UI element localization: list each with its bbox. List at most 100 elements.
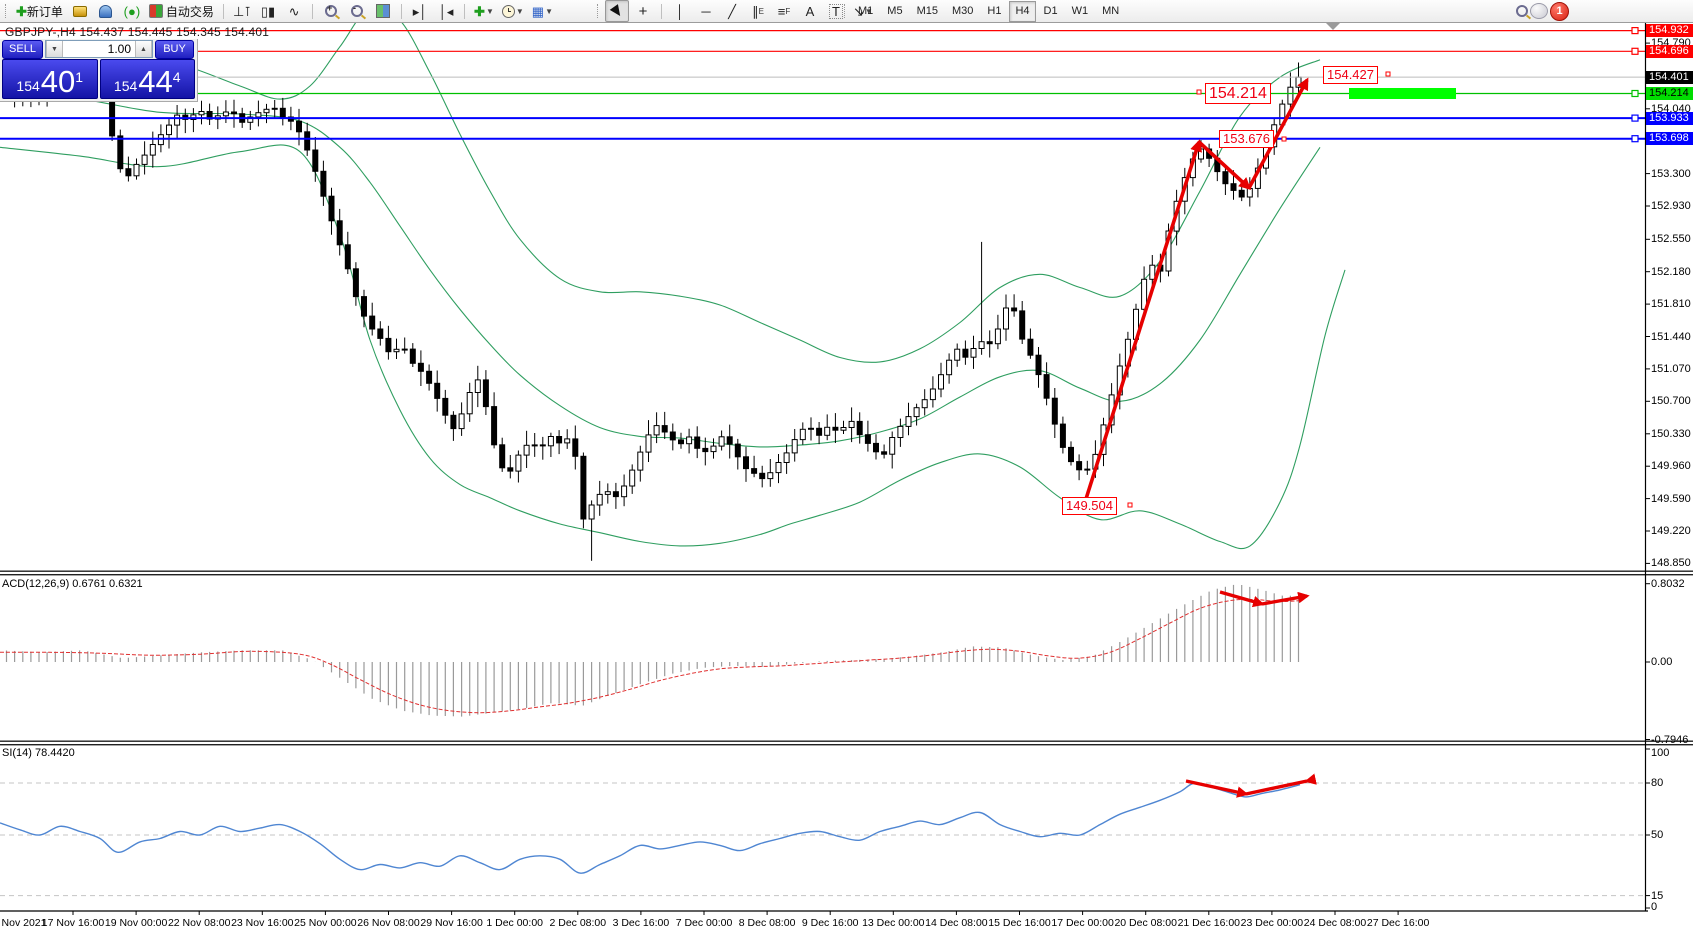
time-axis-label[interactable]: 13 Dec 00:00 [862,917,925,929]
bar-chart-mode-button[interactable]: ⊥⊺ [230,0,254,22]
volume-decrease-button[interactable]: ▼ [46,41,63,57]
timeframe-button-m1[interactable]: M1 [858,5,874,17]
time-axis-label[interactable]: 23 Dec 00:00 [1240,917,1304,929]
timeframe-button-m5[interactable]: M5 [887,5,903,17]
time-axis-label[interactable]: 23 Nov 16:00 [231,917,294,929]
time-axis-label[interactable]: 19 Nov 00:00 [104,917,168,929]
annotation-level-154214[interactable]: 154.214 [1205,83,1271,105]
time-axis-label[interactable]: 8 Dec 08:00 [738,917,796,929]
timeframe-button-mn[interactable]: MN [1102,5,1120,17]
sell-price-sup: 1 [75,69,84,85]
line-chart-mode-button[interactable]: ∿ [282,0,306,22]
time-axis-label[interactable]: 22 Nov 08:00 [167,917,231,929]
vertical-line-icon: │ [675,3,685,19]
annotation-level-153676[interactable]: 153.676 [1219,130,1274,148]
deposit-button[interactable] [68,0,92,22]
notification-badge[interactable]: 1 [1550,1,1569,21]
signal-button[interactable]: (●) [120,0,144,22]
separator [222,3,224,19]
chart-shift-button[interactable]: │◂ [434,0,458,22]
rsi-pane [0,773,1645,897]
horizontal-line-icon: ─ [701,3,711,19]
time-axis-label[interactable]: 27 Dec 16:00 [1366,917,1430,929]
timeframe-button-m30[interactable]: M30 [951,5,974,17]
trendline-icon: ╱ [728,3,736,19]
zoom-in-button[interactable]: + [319,0,343,22]
rsi-axis-label: 15 [1651,889,1664,902]
candle-chart-mode-button[interactable]: ▯▮ [256,0,280,22]
time-axis-label[interactable]: 17 Nov 16:00 [41,917,105,929]
time-axis-label[interactable]: 26 Nov 08:00 [357,917,420,929]
search-button[interactable] [1510,0,1534,22]
macd-signal-line [0,598,1301,714]
sell-button[interactable]: SELL [2,39,43,59]
autotrading-button[interactable]: 自动交易 [146,0,217,22]
separator [401,3,403,19]
buy-price-box[interactable]: 154 44 4 [99,59,195,99]
time-axis-label[interactable]: 17 Dec 00:00 [1051,917,1114,929]
time-axis-label[interactable]: 9 Dec 16:00 [801,917,859,929]
bollinger-upper-band[interactable] [0,6,1321,363]
channel-tool-button[interactable]: ∥ E [752,3,764,19]
buy-button[interactable]: BUY [155,39,194,59]
time-axis-label[interactable]: 2 Dec 08:00 [549,917,607,929]
rsi-axis-label: 100 [1651,747,1670,759]
arrows-tool-button[interactable]: ↘ ▼ [850,0,876,22]
annotation-low-149504[interactable]: 149.504 [1062,497,1117,515]
symbol-ohlc-info: GBPJPY-,H4 154.437 154.445 154.345 154.4… [5,25,270,39]
text-tool-button[interactable]: A [798,0,822,22]
periods-button[interactable]: ▼ [499,0,527,22]
time-axis-label[interactable]: 3 Dec 16:00 [612,917,670,929]
horizontal-line-tool-button[interactable]: ─ [694,0,718,22]
tile-windows-button[interactable] [371,0,395,22]
separator [464,3,466,19]
timeframe-button-h4[interactable]: H4 [1009,0,1036,22]
crosshair-tool-button[interactable]: + [631,0,655,22]
time-axis-label[interactable]: 1 Dec 00:00 [486,917,543,929]
timeframe-button-h1[interactable]: H1 [987,5,1002,17]
time-axis-label[interactable]: 24 Dec 08:00 [1303,917,1367,929]
macd-pane [0,584,1310,717]
new-order-button[interactable]: ✚ 新订单 [13,0,66,22]
signal-icon: (●) [123,3,141,19]
label-tool-button[interactable]: T [824,0,848,22]
profile-button[interactable] [94,0,118,22]
auto-scroll-button[interactable]: ▸│ [408,0,432,22]
trend-arrows[interactable] [1083,77,1309,503]
macd-annotation-arrow[interactable] [1219,590,1265,608]
chart-shift-marker[interactable] [1326,23,1340,30]
candles [3,56,1302,561]
trendline-tool-button[interactable]: ╱ [720,0,744,22]
chart-shift-icon: │◂ [438,3,454,19]
timeframe-button-w1[interactable]: W1 [1071,5,1089,17]
cursor-icon [609,3,625,19]
time-axis-label[interactable]: 21 Dec 16:00 [1177,917,1241,929]
sell-price-box[interactable]: 154 40 1 [2,59,98,99]
annotation-high-154427[interactable]: 154.427 [1323,66,1378,84]
timeframe-toolbar: M1 M5 M15 M30 H1 H4 D1 W1 MN [841,0,1125,22]
timeframe-button-m15[interactable]: M15 [916,5,938,17]
indicators-button[interactable]: ✚ ▼ [471,0,497,22]
bollinger-lower-band[interactable] [0,144,1346,550]
time-axis-label[interactable]: 14 Dec 08:00 [925,917,988,929]
arrows-icon: ↘ [853,3,864,19]
rsi-annotation-arrow[interactable] [1245,773,1317,796]
price-axis-tick: 151.810 [1651,298,1691,311]
templates-button[interactable]: ▦ ▼ [529,0,556,22]
volume-input[interactable] [63,41,135,57]
cursor-tool-button[interactable] [605,0,629,22]
volume-increase-button[interactable]: ▲ [135,41,152,57]
zoom-out-button[interactable]: - [345,0,369,22]
rsi-annotation-arrow[interactable] [1185,779,1249,798]
macd-annotation-arrow[interactable] [1261,591,1310,606]
time-axis-label[interactable]: 20 Dec 08:00 [1114,917,1177,929]
time-axis-label[interactable]: 15 Dec 16:00 [988,917,1051,929]
fibonacci-tool-button[interactable]: ≡ F [777,3,791,19]
time-axis-label[interactable]: 25 Nov 00:00 [294,917,357,929]
timeframe-button-d1[interactable]: D1 [1043,5,1058,17]
highlight-zone[interactable] [1349,88,1456,99]
time-axis-label[interactable]: 29 Nov 16:00 [420,917,483,929]
vertical-line-tool-button[interactable]: │ [668,0,692,22]
time-axis-label[interactable]: 7 Dec 00:00 [675,917,733,929]
